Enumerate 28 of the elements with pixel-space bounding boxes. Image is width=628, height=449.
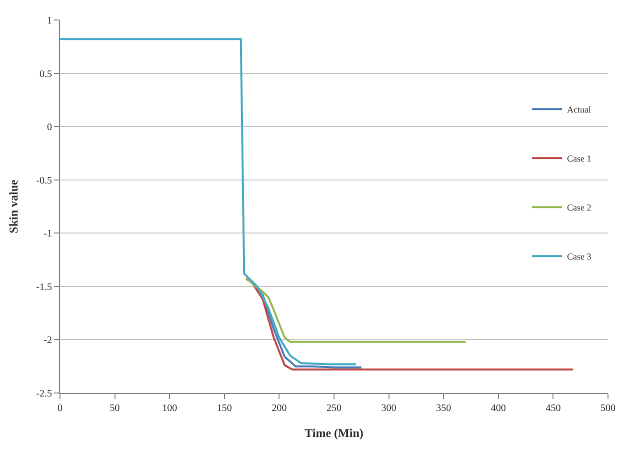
y-tick-label: -1.5 xyxy=(36,282,52,293)
y-tick-label: 1 xyxy=(47,16,52,26)
x-tick-label: 250 xyxy=(326,403,342,414)
line-series xyxy=(60,38,357,366)
x-tick-label: 0 xyxy=(58,403,62,414)
legend-label: Case 2 xyxy=(567,202,592,213)
x-tick-label: 400 xyxy=(490,403,506,414)
y-tick-label: -0.5 xyxy=(36,175,52,186)
x-tick-label: 50 xyxy=(110,403,120,414)
x-tick-label: 500 xyxy=(600,403,616,414)
legend-label: Case 1 xyxy=(567,154,592,164)
y-tick-label: -2.5 xyxy=(36,388,52,400)
x-axis-title: Time (Min) xyxy=(304,426,364,440)
x-tick-label: 200 xyxy=(272,403,287,414)
y-tick-label: 0.5 xyxy=(40,68,52,80)
y-tick-label: -2 xyxy=(44,335,52,346)
line-series xyxy=(245,278,574,371)
y-tick-label: -1 xyxy=(44,228,52,240)
x-tick-label: 450 xyxy=(546,403,561,414)
line-series xyxy=(245,276,467,343)
x-tick-label: 100 xyxy=(162,403,178,414)
legend-label: Case 3 xyxy=(567,252,592,262)
x-tick-label: 350 xyxy=(436,403,452,414)
y-tick-label: 0 xyxy=(47,122,52,134)
legend-label: Actual xyxy=(567,104,592,115)
y-axis-title: Skin value xyxy=(6,178,20,234)
x-tick-label: 150 xyxy=(216,403,232,414)
x-tick-label: 300 xyxy=(381,403,396,414)
